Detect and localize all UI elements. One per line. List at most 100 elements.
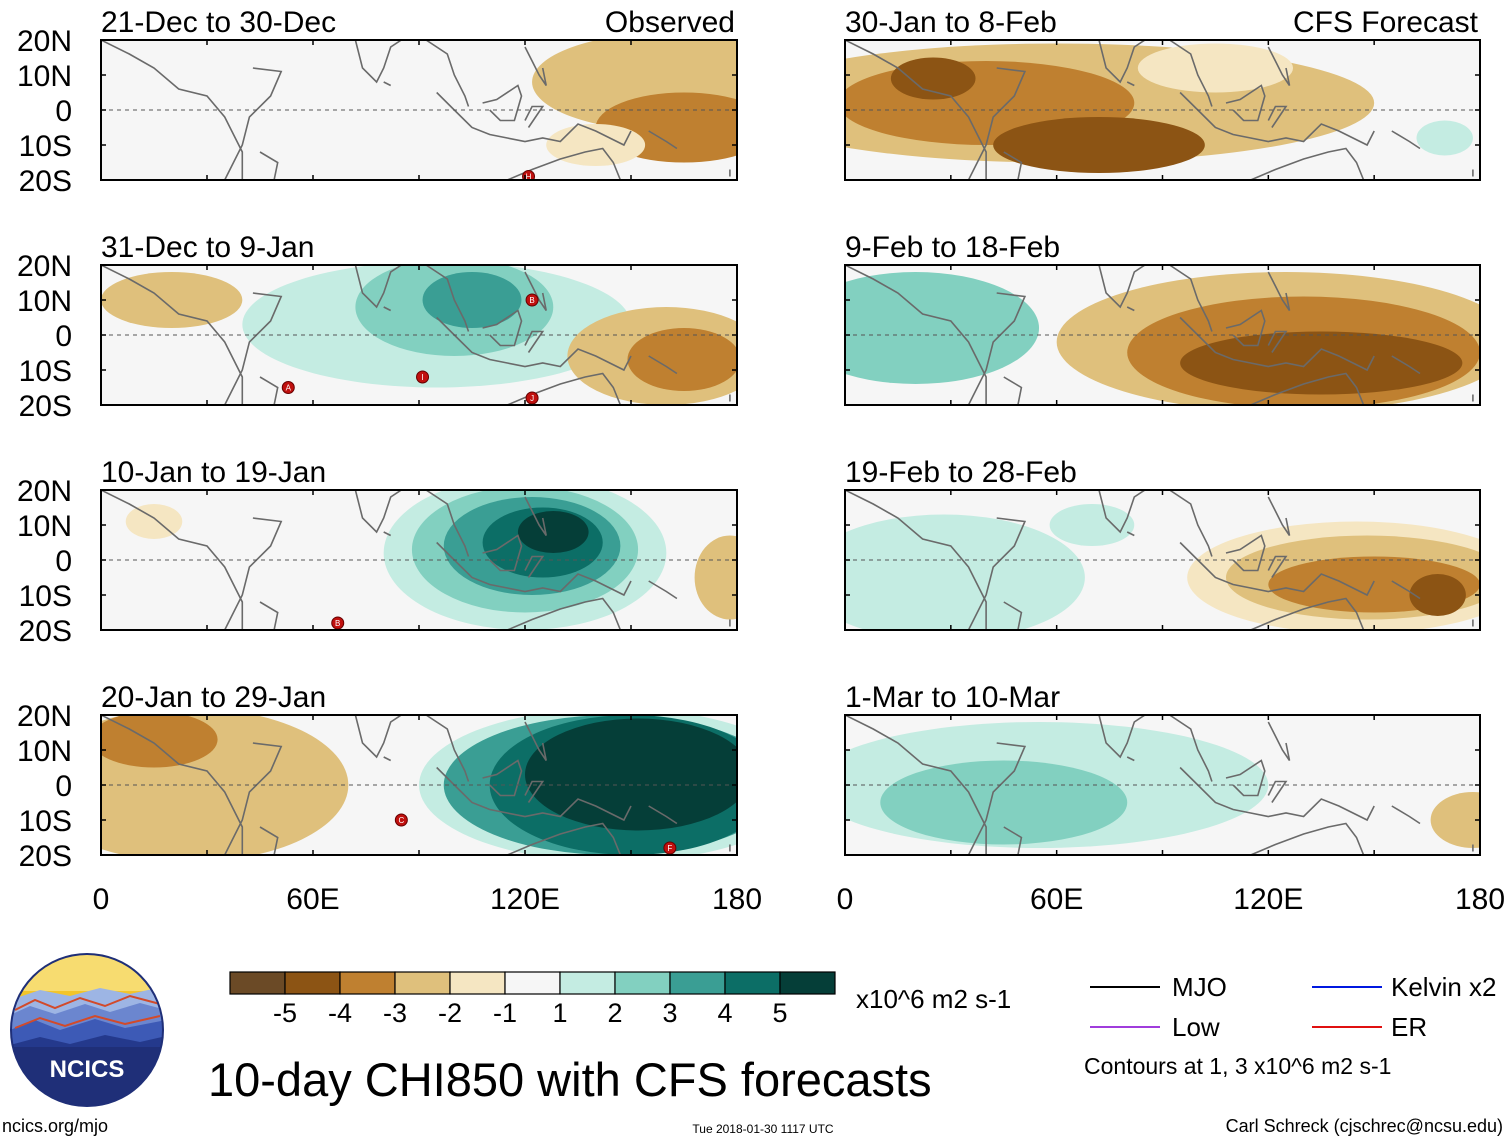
coastline — [436, 766, 632, 822]
coastline — [524, 555, 545, 578]
anomaly-region — [1409, 574, 1466, 616]
coastline — [259, 601, 279, 630]
panel-title: 9-Feb to 18-Feb — [845, 231, 1060, 264]
author-credit: Carl Schreck (cjschrec@ncsu.edu) — [1226, 1116, 1503, 1136]
anomaly-region — [694, 535, 737, 620]
anomaly-region — [627, 328, 737, 391]
coastline — [1250, 372, 1365, 405]
anomaly-region — [525, 718, 737, 831]
coastline — [524, 330, 545, 353]
coastline — [1098, 40, 1147, 84]
colorbar-swatch — [504, 971, 561, 995]
anomaly-region — [1137, 43, 1294, 93]
anomaly-region — [880, 760, 1128, 845]
site-link[interactable]: ncics.org/mjo — [2, 1116, 108, 1136]
anomaly-region — [101, 715, 218, 768]
coastline — [1267, 105, 1288, 128]
panel-title: 31-Dec to 9-Jan — [101, 231, 314, 264]
colorbar-swatch — [339, 971, 396, 995]
colorbar-tick-label: -3 — [383, 998, 407, 1028]
coastline — [425, 265, 470, 332]
y-tick-label: 20N — [17, 25, 72, 58]
coastline — [383, 81, 392, 87]
coastline — [524, 46, 547, 86]
panel-title: 19-Feb to 28-Feb — [845, 456, 1077, 489]
storm-label: B — [529, 296, 534, 305]
coastline — [482, 84, 523, 122]
panel-5: B 10-Jan to 19-Jan — [100, 456, 738, 631]
coastline — [524, 496, 547, 536]
coastline — [383, 756, 392, 762]
colorbar-swatch — [229, 971, 286, 995]
coastline — [425, 715, 470, 782]
panel-title: 30-Jan to 8-Feb — [845, 6, 1057, 39]
coastline — [1169, 715, 1213, 782]
legend-label-er: ER — [1391, 1012, 1427, 1042]
coastline — [383, 531, 392, 537]
coastline — [1126, 756, 1135, 762]
anomaly-region — [1049, 504, 1135, 546]
coastline — [648, 580, 678, 600]
coastline — [1179, 316, 1375, 372]
coastline — [1267, 271, 1291, 311]
y-tick-label: 10N — [17, 510, 72, 543]
colorbar-swatch — [669, 971, 726, 995]
coastline — [1225, 759, 1266, 797]
coastline — [1003, 601, 1023, 630]
x-tick-label: 0 — [837, 883, 854, 916]
coastline — [354, 490, 403, 534]
coastline — [1267, 46, 1291, 86]
colorbar-units: x10^6 m2 s-1 — [856, 984, 1011, 1014]
y-tick-label: 10S — [19, 355, 72, 388]
anomaly-region — [845, 272, 1039, 384]
coastline — [1225, 534, 1266, 572]
coastline — [1169, 490, 1213, 557]
anomaly-region — [890, 57, 976, 100]
coastline — [1267, 496, 1291, 536]
coastline — [524, 780, 545, 803]
anomaly-region — [1416, 120, 1473, 156]
storm-label: C — [398, 816, 404, 825]
figure-title: 10-day CHI850 with CFS forecasts — [208, 1053, 932, 1106]
storm-marker: C — [394, 813, 408, 827]
colorbar-tick-label: 1 — [552, 998, 567, 1028]
coastline — [101, 40, 244, 180]
storm-marker: A — [281, 381, 295, 394]
legend: MJO Kelvin x2 Low ER Contours at 1, 3 x1… — [1084, 972, 1497, 1079]
panel-7: C F 20-Jan to 29-Jan — [100, 681, 738, 856]
coastline — [1098, 715, 1147, 759]
colorbar-swatch — [724, 971, 781, 995]
coastline — [1179, 766, 1375, 822]
coastline — [482, 534, 523, 572]
coastline — [101, 490, 244, 630]
anomaly-region — [101, 272, 243, 328]
colorbar-swatch — [779, 971, 836, 995]
anomaly-region — [125, 504, 183, 539]
coastline — [524, 271, 547, 311]
y-tick-label: 0 — [55, 545, 72, 578]
storm-label: I — [421, 373, 423, 382]
colorbar-swatch — [614, 971, 671, 995]
anomaly-region — [1430, 792, 1480, 848]
coastline — [1225, 84, 1266, 122]
colorbar-swatch — [394, 971, 451, 995]
coastline — [1250, 147, 1365, 180]
coastline — [101, 265, 244, 405]
coastline — [1126, 306, 1135, 312]
coastline — [259, 376, 279, 405]
storm-label: A — [286, 384, 292, 393]
coastline — [425, 40, 470, 107]
coastline — [967, 517, 1027, 630]
storm-label: B — [335, 619, 340, 628]
coastline — [1098, 490, 1147, 534]
y-tick-label: 10N — [17, 735, 72, 768]
colorbar-tick-label: -1 — [493, 998, 517, 1028]
map-panels: H 21-Dec to 30-Dec Observed 30-Jan to 8-Feb… — [100, 6, 1481, 856]
x-tick-label: 180 — [1455, 883, 1505, 916]
coastline — [1267, 721, 1291, 761]
panel-8: 1-Mar to 10-Mar — [844, 681, 1481, 856]
coastline — [259, 826, 279, 855]
coastline — [1267, 330, 1288, 353]
panel-1: H 21-Dec to 30-Dec Observed — [100, 6, 738, 181]
coastline — [101, 715, 244, 855]
